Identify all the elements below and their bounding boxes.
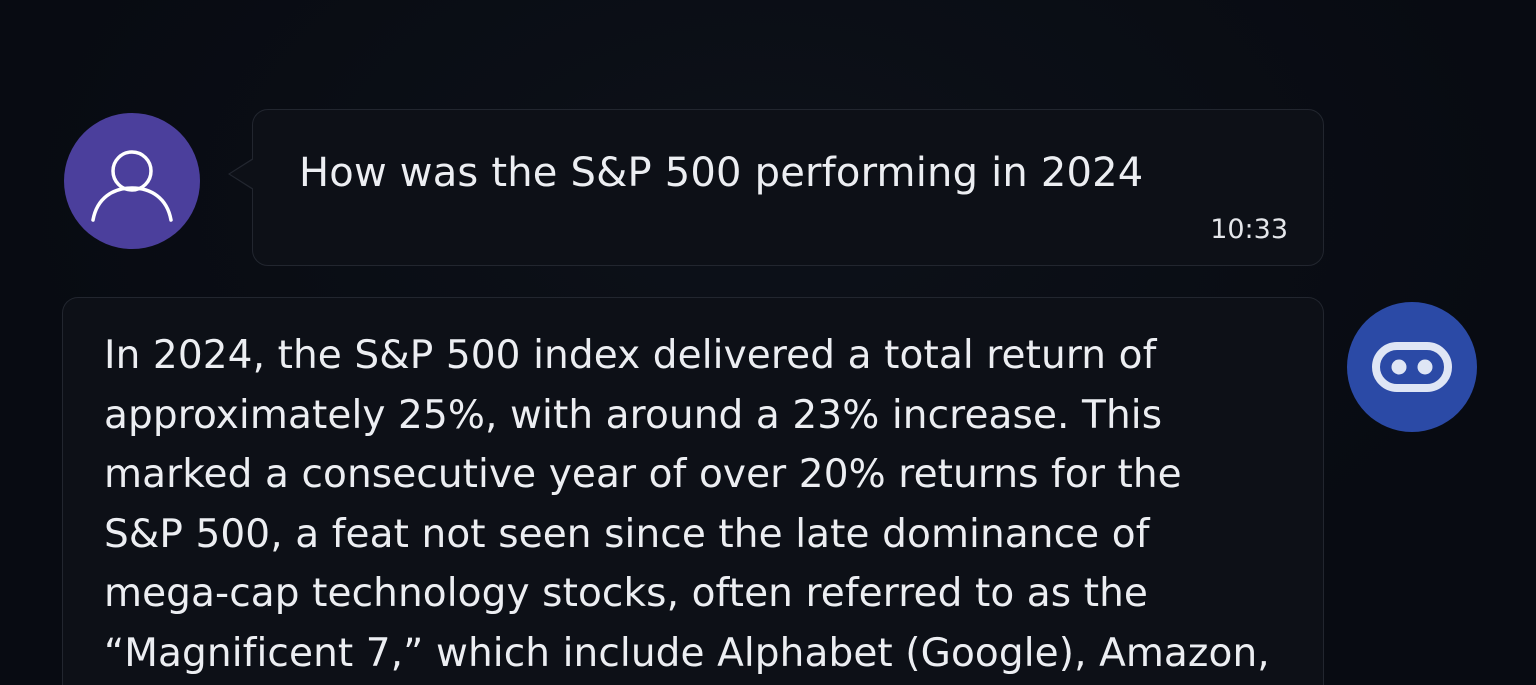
bot-message-line: “Magnificent 7,” which include Alphabet … bbox=[104, 630, 1270, 676]
bot-message-bubble: In 2024, the S&P 500 index delivered a t… bbox=[62, 297, 1324, 685]
bot-message-text: In 2024, the S&P 500 index delivered a t… bbox=[104, 326, 1270, 683]
bot-avatar bbox=[1347, 302, 1477, 432]
user-bubble-tail-fill bbox=[230, 159, 254, 189]
user-message-bubble: How was the S&P 500 performing in 2024 1… bbox=[252, 109, 1324, 266]
user-icon bbox=[91, 150, 173, 222]
message-timestamp: 10:33 bbox=[1210, 214, 1288, 245]
bot-message-line: approximately 25%, with around a 23% inc… bbox=[104, 392, 1163, 438]
bot-icon bbox=[1372, 342, 1452, 392]
bot-message-line: S&P 500, a feat not seen since the late … bbox=[104, 511, 1150, 557]
bot-message-line: In 2024, the S&P 500 index delivered a t… bbox=[104, 333, 1157, 378]
bot-message-line: mega-cap technology stocks, often referr… bbox=[104, 571, 1149, 616]
user-message-text: How was the S&P 500 performing in 2024 bbox=[299, 150, 1144, 196]
bot-message-line: marked a consecutive year of over 20% re… bbox=[104, 452, 1182, 497]
user-avatar bbox=[64, 113, 200, 249]
